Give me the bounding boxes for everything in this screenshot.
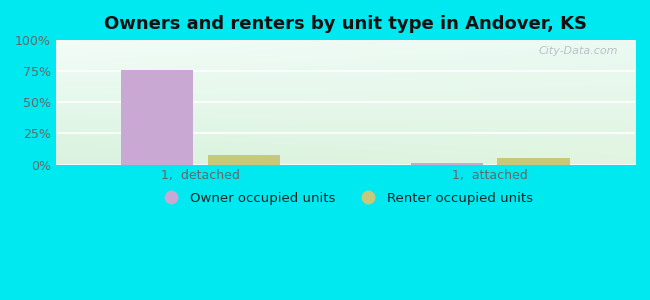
Legend: Owner occupied units, Renter occupied units: Owner occupied units, Renter occupied un…	[153, 187, 538, 210]
Bar	[208, 154, 280, 165]
Title: Owners and renters by unit type in Andover, KS: Owners and renters by unit type in Andov…	[104, 15, 587, 33]
Bar	[497, 158, 570, 165]
Bar	[411, 163, 483, 165]
Text: City-Data.com: City-Data.com	[538, 46, 617, 56]
Bar	[121, 70, 193, 165]
